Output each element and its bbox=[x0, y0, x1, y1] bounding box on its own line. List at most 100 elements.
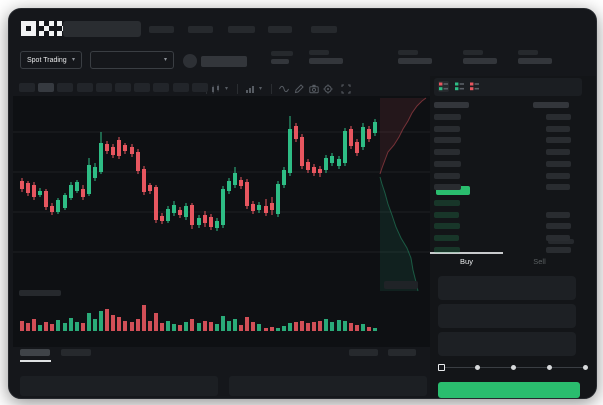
bid-price-bar[interactable] bbox=[434, 211, 459, 218]
orderbook-view-bids-icon[interactable] bbox=[454, 81, 465, 92]
ask-price-bar[interactable] bbox=[434, 160, 461, 167]
ask-amount-bar[interactable] bbox=[546, 114, 571, 120]
search-input[interactable] bbox=[63, 21, 141, 37]
candle-body bbox=[233, 173, 237, 185]
slider-handle[interactable] bbox=[437, 364, 445, 371]
depth-asks-line bbox=[379, 97, 427, 175]
candle-body bbox=[50, 206, 54, 212]
nav-item-5[interactable] bbox=[311, 26, 337, 33]
ask-price-bar[interactable] bbox=[434, 137, 461, 144]
interval-button-1[interactable] bbox=[38, 83, 55, 92]
volume-bar bbox=[148, 321, 152, 331]
candle-body bbox=[245, 182, 249, 206]
interval-button-8[interactable] bbox=[172, 83, 189, 92]
ask-amount-bar[interactable] bbox=[546, 125, 570, 132]
orderbook-price-header-placeholder bbox=[434, 102, 469, 108]
interval-button-0[interactable] bbox=[19, 83, 35, 92]
bid-amount-bar[interactable] bbox=[546, 246, 571, 253]
candle-body bbox=[130, 147, 134, 154]
ask-amount-bar[interactable] bbox=[546, 160, 571, 167]
ask-amount-bar[interactable] bbox=[546, 184, 570, 191]
candle-body bbox=[111, 147, 115, 155]
candle-body bbox=[32, 185, 36, 197]
bid-amount-bar[interactable] bbox=[546, 235, 570, 242]
candle-body bbox=[123, 145, 127, 151]
buy-tab-indicator bbox=[430, 252, 503, 254]
volume-bar bbox=[50, 324, 54, 331]
fullscreen-icon[interactable] bbox=[341, 84, 351, 94]
order-price-field[interactable] bbox=[438, 276, 576, 300]
camera-icon[interactable] bbox=[309, 84, 319, 94]
slider-step-dot[interactable] bbox=[510, 365, 516, 370]
interval-button-5[interactable] bbox=[115, 83, 131, 92]
nav-item-2[interactable] bbox=[188, 26, 213, 33]
volume-bar bbox=[245, 317, 249, 331]
interval-button-3[interactable] bbox=[76, 83, 93, 92]
ask-price-bar[interactable] bbox=[434, 149, 460, 156]
candle-body bbox=[288, 129, 292, 173]
candle-body bbox=[203, 215, 207, 223]
settings-gear-icon[interactable] bbox=[323, 84, 333, 94]
slider-step-dot[interactable] bbox=[582, 365, 588, 370]
volume-bar bbox=[20, 321, 24, 331]
order-amount-field[interactable] bbox=[438, 304, 576, 328]
slider-step-dot[interactable] bbox=[546, 365, 552, 370]
volume-bar bbox=[130, 322, 134, 331]
ask-amount-bar[interactable] bbox=[546, 172, 570, 179]
chevron-down-icon: ▾ bbox=[163, 57, 167, 63]
price-chart-pane[interactable] bbox=[13, 96, 430, 347]
ask-amount-bar[interactable] bbox=[546, 137, 571, 144]
fee-link-placeholder[interactable] bbox=[548, 239, 574, 244]
order-total-field[interactable] bbox=[438, 332, 576, 356]
tab-buy[interactable]: Buy bbox=[460, 257, 473, 266]
tab-sell[interactable]: Sell bbox=[533, 257, 546, 266]
ask-price-bar[interactable] bbox=[434, 184, 461, 191]
interval-button-4[interactable] bbox=[95, 83, 112, 92]
stat-label-placeholder-3 bbox=[518, 50, 538, 55]
volume-bar bbox=[349, 323, 353, 331]
bottom-tab-2-placeholder[interactable] bbox=[61, 349, 91, 356]
line-tool-icon[interactable] bbox=[279, 84, 289, 94]
bid-price-bar[interactable] bbox=[434, 223, 460, 230]
last-price-value-placeholder bbox=[271, 59, 289, 64]
nav-item-1[interactable] bbox=[149, 26, 174, 33]
interval-button-7[interactable] bbox=[153, 83, 170, 92]
volume-bar bbox=[270, 327, 274, 331]
nav-item-4[interactable] bbox=[268, 26, 292, 33]
bottom-tab-active-placeholder[interactable] bbox=[20, 349, 50, 356]
indicator-candle-icon[interactable] bbox=[211, 84, 221, 94]
pair-dropdown[interactable]: ▾ bbox=[90, 51, 174, 69]
last-price-highlight[interactable] bbox=[436, 186, 470, 195]
bid-price-bar[interactable] bbox=[434, 200, 460, 206]
ask-price-bar[interactable] bbox=[434, 114, 461, 120]
nav-item-3[interactable] bbox=[228, 26, 255, 33]
orderbook-view-both-icon[interactable] bbox=[438, 81, 449, 92]
market-type-dropdown[interactable]: Spot Trading ▾ bbox=[20, 51, 82, 69]
interval-button-6[interactable] bbox=[134, 83, 151, 92]
candle-body bbox=[154, 187, 158, 220]
ask-price-bar[interactable] bbox=[434, 172, 460, 179]
orderbook-view-asks-icon[interactable] bbox=[469, 81, 480, 92]
volume-bar bbox=[300, 321, 304, 331]
bottom-right-link-1-placeholder[interactable] bbox=[349, 349, 378, 356]
depth-toggle-placeholder[interactable] bbox=[384, 281, 418, 289]
candle-body bbox=[44, 191, 48, 207]
buy-submit-button[interactable] bbox=[438, 382, 580, 398]
chevron-down-icon[interactable]: ▾ bbox=[225, 86, 229, 92]
volume-bar bbox=[209, 322, 213, 331]
ask-price-bar[interactable] bbox=[434, 125, 460, 132]
candle-body bbox=[276, 184, 280, 214]
draw-pencil-icon[interactable] bbox=[294, 84, 304, 94]
bid-price-bar[interactable] bbox=[434, 235, 459, 242]
bottom-right-link-2-placeholder[interactable] bbox=[388, 349, 416, 356]
slider-step-dot[interactable] bbox=[474, 365, 480, 370]
bid-amount-bar[interactable] bbox=[546, 223, 571, 230]
compare-icon[interactable] bbox=[245, 84, 255, 94]
bid-amount-bar[interactable] bbox=[546, 211, 570, 218]
ask-amount-bar[interactable] bbox=[546, 149, 570, 156]
interval-button-2[interactable] bbox=[57, 83, 74, 92]
chevron-down-icon[interactable]: ▾ bbox=[259, 86, 263, 92]
interval-button-9[interactable] bbox=[191, 83, 208, 92]
bid-price-bar[interactable] bbox=[434, 246, 460, 253]
volume-bar bbox=[227, 321, 231, 331]
